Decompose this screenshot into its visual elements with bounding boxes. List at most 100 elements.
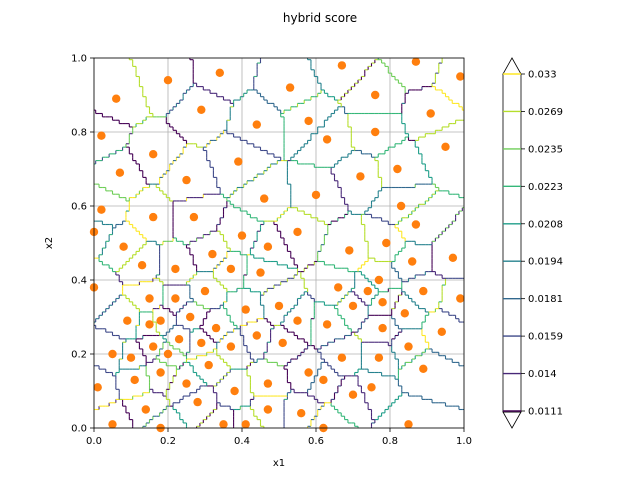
scatter-point	[182, 175, 191, 185]
colorbar-tick-label: 0.0111	[528, 407, 563, 418]
scatter-point	[278, 338, 287, 348]
scatter-point	[108, 349, 117, 359]
scatter-point	[182, 379, 191, 388]
plot-area	[94, 58, 464, 428]
scatter-point	[234, 157, 243, 166]
scatter-point	[337, 353, 347, 362]
scatter-point	[411, 57, 421, 66]
colorbar-tick-label: 0.0159	[528, 332, 563, 343]
scatter-point	[197, 105, 206, 115]
scatter-point	[263, 242, 273, 251]
scatter-point	[193, 397, 202, 407]
scatter-point	[123, 316, 132, 325]
scatter-point	[419, 286, 428, 296]
scatter-point	[311, 190, 321, 200]
scatter-point	[363, 286, 372, 296]
scatter-point	[115, 168, 125, 177]
scatter-point	[456, 294, 465, 303]
scatter-point	[208, 249, 217, 259]
scatter-point	[371, 127, 380, 137]
x-tick-label: 0.2	[160, 436, 176, 447]
scatter-point	[149, 342, 158, 351]
scatter-point	[293, 316, 302, 325]
colorbar-tick-label: 0.0181	[528, 294, 563, 305]
scatter-point	[145, 320, 154, 329]
scatter-point	[256, 268, 265, 277]
scatter-point	[304, 116, 313, 126]
scatter-point	[263, 405, 273, 414]
scatter-point	[156, 368, 165, 377]
scatter-point	[319, 375, 328, 385]
scatter-point	[348, 301, 358, 311]
scatter-point	[97, 205, 106, 214]
scatter-points	[89, 57, 465, 433]
colorbar-extend-min	[502, 411, 522, 429]
scatter-point	[149, 212, 158, 222]
colorbar: 0.033 0.0269 0.0235 0.0223 0.0208 0.0194 0.018…	[502, 57, 563, 429]
scatter-point	[419, 364, 428, 373]
scatter-point	[252, 120, 261, 129]
scatter-point	[456, 72, 465, 81]
scatter-point	[371, 90, 380, 100]
scatter-point	[219, 420, 228, 429]
scatter-point	[374, 275, 384, 285]
scatter-point	[404, 342, 413, 351]
x-axis-ticks: 0.0 0.2 0.4 0.6 0.8 1.0	[86, 428, 472, 447]
scatter-point	[374, 353, 384, 362]
scatter-point	[145, 294, 154, 303]
scatter-point	[112, 94, 121, 103]
colorbar-tick-label: 0.0223	[528, 182, 563, 193]
x-tick-label: 0.6	[308, 436, 324, 447]
scatter-point	[197, 338, 206, 348]
scatter-point	[189, 212, 199, 222]
scatter-point	[204, 360, 213, 370]
colorbar-tick-label: 0.0194	[528, 257, 563, 268]
scatter-point	[448, 253, 458, 262]
y-tick-label: 0.4	[71, 276, 87, 287]
scatter-point	[348, 390, 358, 399]
scatter-point	[226, 264, 236, 274]
scatter-point	[174, 335, 184, 344]
colorbar-body	[502, 73, 522, 413]
x-tick-label: 0.4	[234, 436, 250, 447]
scatter-point	[141, 405, 150, 414]
scatter-point	[163, 76, 173, 85]
scatter-point	[171, 294, 180, 303]
scatter-point	[215, 68, 224, 78]
scatter-point	[126, 353, 136, 362]
x-axis-label: x1	[273, 458, 285, 469]
scatter-point	[396, 201, 406, 211]
scatter-point	[322, 135, 332, 144]
scatter-point	[441, 142, 450, 151]
y-axis-ticks: 0.0 0.2 0.4 0.6 0.8 1.0	[71, 54, 94, 435]
plot-frame	[93, 57, 465, 429]
scatter-point	[411, 220, 421, 229]
scatter-point	[97, 131, 106, 140]
colorbar-tick-label: 0.014	[528, 369, 557, 380]
chart-title: hybrid score	[283, 11, 357, 25]
scatter-point	[293, 227, 302, 237]
scatter-point	[356, 172, 365, 181]
scatter-point	[230, 386, 239, 396]
scatter-point	[186, 312, 195, 322]
y-tick-label: 0.0	[71, 424, 87, 435]
scatter-point	[367, 383, 376, 392]
y-tick-label: 0.6	[71, 202, 87, 213]
x-tick-label: 1.0	[456, 436, 472, 447]
scatter-point	[260, 194, 269, 203]
scatter-point	[237, 231, 247, 240]
scatter-point	[393, 164, 402, 174]
scatter-point	[274, 301, 284, 311]
contour-lines	[94, 58, 464, 428]
scatter-point	[263, 379, 273, 388]
colorbar-tick-label: 0.0269	[528, 107, 563, 118]
scatter-point	[93, 383, 102, 392]
scatter-point	[252, 331, 261, 340]
scatter-point	[400, 309, 409, 318]
scatter-point	[137, 261, 147, 270]
scatter-point	[241, 420, 250, 429]
scatter-point	[108, 420, 117, 429]
y-tick-label: 0.2	[71, 350, 87, 361]
scatter-point	[285, 83, 295, 92]
scatter-point	[149, 150, 158, 159]
